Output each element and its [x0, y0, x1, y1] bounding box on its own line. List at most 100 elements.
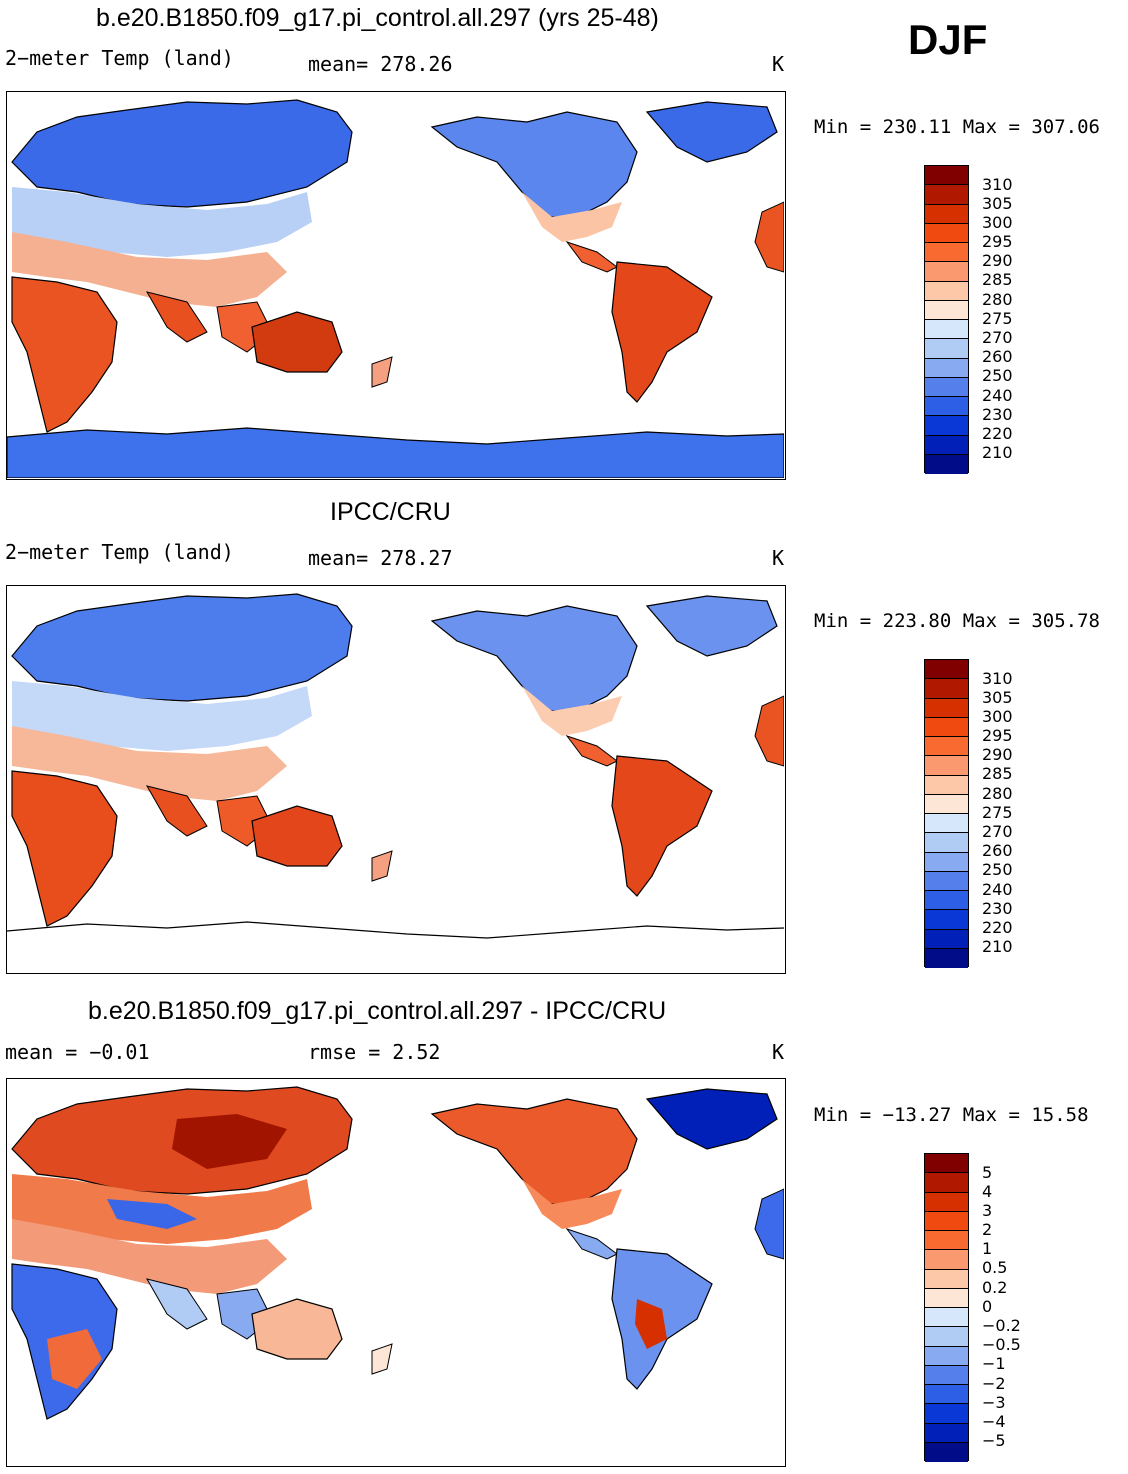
colorbar-label: 240	[982, 386, 1013, 405]
colorbar-label: 290	[982, 745, 1013, 764]
southern-africa-warm-anomaly	[47, 1329, 102, 1389]
colorbar-label: −0.5	[982, 1335, 1021, 1354]
north-america-north-region	[430, 1098, 638, 1205]
north-america-south-region	[522, 686, 622, 736]
panel-2-minmax: Min = 223.80 Max = 305.78	[814, 610, 1100, 632]
colorbar-label: −0.2	[982, 1316, 1021, 1335]
colorbar-label: 260	[982, 841, 1013, 860]
colorbar-label: 0.5	[982, 1258, 1008, 1277]
colorbar-label: 280	[982, 290, 1013, 309]
eurasia-mid-region	[12, 681, 312, 751]
colorbar-label: 280	[982, 784, 1013, 803]
colorbar-label: 285	[982, 270, 1013, 289]
panel-1-units: K	[772, 52, 785, 76]
colorbar-label: −3	[982, 1393, 1006, 1412]
colorbar-label: 210	[982, 937, 1013, 956]
colorbar-label: 305	[982, 194, 1013, 213]
central-america-region	[565, 1228, 618, 1260]
australia-region	[251, 805, 343, 867]
africa-east-edge	[754, 1188, 784, 1260]
siberia-warm-anomaly	[172, 1114, 287, 1169]
colorbar-label: 305	[982, 688, 1013, 707]
panel-3-map	[6, 1078, 786, 1467]
africa-east-edge	[754, 201, 784, 273]
antarctica-region	[7, 427, 784, 478]
colorbar-label: 230	[982, 899, 1013, 918]
panel-3-colorbar	[924, 1153, 969, 1462]
greenland-region	[645, 595, 778, 657]
colorbar-label: −2	[982, 1374, 1006, 1393]
panel-2-title: IPCC/CRU	[330, 498, 451, 526]
panel-2-map	[6, 585, 786, 974]
colorbar-label: 310	[982, 175, 1013, 194]
colorbar-label: 270	[982, 328, 1013, 347]
africa-region	[11, 770, 118, 927]
panel-2-units: K	[772, 546, 785, 570]
eurasia-north-region	[11, 593, 353, 702]
colorbar-label: 240	[982, 880, 1013, 899]
colorbar-label: 270	[982, 822, 1013, 841]
north-america-south-region	[522, 1179, 622, 1229]
panel-2-variable-label: 2−meter Temp (land)	[5, 540, 234, 564]
australia-region	[251, 1298, 343, 1360]
colorbar-label: 290	[982, 251, 1013, 270]
panel-2-colorbar	[924, 659, 969, 968]
eurasia-south-region	[12, 726, 287, 801]
india-region	[145, 291, 208, 343]
panel-1-minmax: Min = 230.11 Max = 307.06	[814, 116, 1100, 138]
colorbar-label: 5	[982, 1163, 993, 1182]
colorbar-label: 210	[982, 443, 1013, 462]
colorbar-label: 250	[982, 366, 1013, 385]
colorbar-label: −5	[982, 1431, 1006, 1450]
central-america-region	[565, 241, 618, 273]
india-region	[145, 785, 208, 837]
colorbar-label: 4	[982, 1182, 993, 1201]
panel-1-mean-label: mean= 278.26	[308, 52, 453, 76]
africa-region	[11, 276, 118, 433]
colorbar-label: −4	[982, 1412, 1006, 1431]
colorbar-label: 275	[982, 309, 1013, 328]
eurasia-north-region	[11, 99, 353, 208]
colorbar-label: 1	[982, 1239, 993, 1258]
panel-1-colorbar	[924, 165, 969, 474]
panel-3-minmax: Min = −13.27 Max = 15.58	[814, 1104, 1089, 1126]
greenland-region	[645, 1088, 778, 1150]
season-label: DJF	[908, 16, 988, 63]
south-america-warm-anomaly	[635, 1299, 667, 1349]
india-region	[145, 1278, 208, 1330]
central-america-region	[565, 735, 618, 767]
antarctica-coastline	[7, 921, 784, 939]
colorbar-label: 295	[982, 726, 1013, 745]
north-america-north-region	[430, 111, 638, 218]
new-zealand-region	[371, 1343, 393, 1375]
colorbar-label: 295	[982, 232, 1013, 251]
colorbar-label: 310	[982, 669, 1013, 688]
panel-3-rmse-label: rmse = 2.52	[308, 1040, 441, 1064]
panel-3-title: b.e20.B1850.f09_g17.pi_control.all.297 -…	[88, 997, 667, 1025]
colorbar-label: 250	[982, 860, 1013, 879]
new-zealand-region	[371, 850, 393, 882]
panel-3-units: K	[772, 1040, 785, 1064]
colorbar-label: −1	[982, 1354, 1006, 1373]
eurasia-south-region	[12, 1219, 287, 1294]
colorbar-label: 0	[982, 1297, 993, 1316]
colorbar-label: 285	[982, 764, 1013, 783]
colorbar-label: 3	[982, 1201, 993, 1220]
colorbar-label: 275	[982, 803, 1013, 822]
panel-1-variable-label: 2−meter Temp (land)	[5, 46, 234, 70]
colorbar-label: 220	[982, 424, 1013, 443]
africa-east-edge	[754, 695, 784, 767]
central-asia-cold-anomaly	[107, 1199, 197, 1229]
new-zealand-region	[371, 356, 393, 388]
colorbar-label: 2	[982, 1220, 993, 1239]
colorbar-label: 300	[982, 707, 1013, 726]
colorbar-label: 230	[982, 405, 1013, 424]
north-america-south-region	[522, 192, 622, 242]
greenland-region	[645, 101, 778, 163]
panel-1-map	[6, 91, 786, 480]
colorbar-label: 260	[982, 347, 1013, 366]
panel-2-mean-label: mean= 278.27	[308, 546, 453, 570]
panel-3-mean-label: mean = −0.01	[5, 1040, 150, 1064]
colorbar-label: 300	[982, 213, 1013, 232]
eurasia-mid-region	[12, 187, 312, 257]
